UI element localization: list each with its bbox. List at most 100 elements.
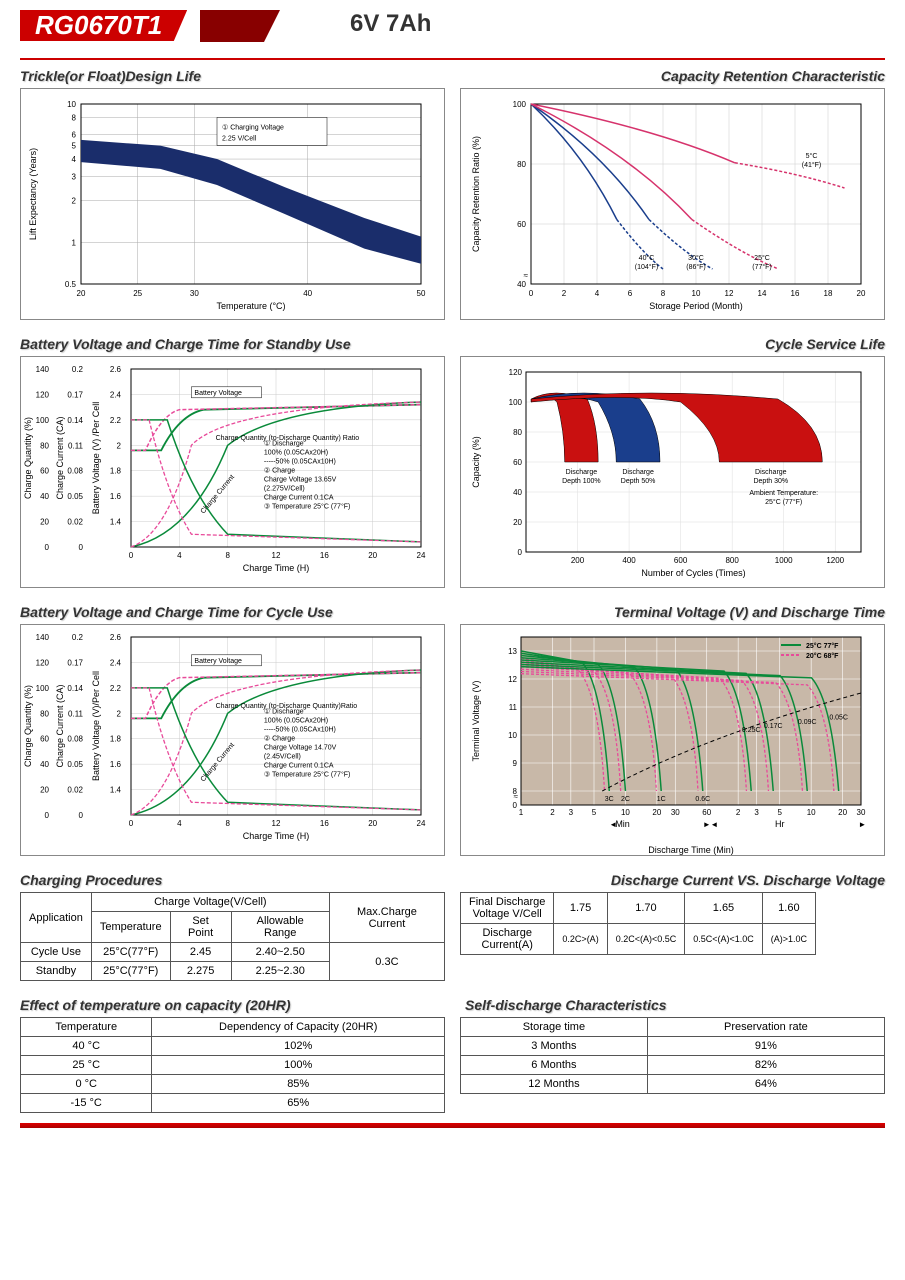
svg-text:Discharge: Discharge [566, 469, 598, 476]
svg-text:4: 4 [595, 289, 600, 298]
chart2-title: Capacity Retention Characteristic [460, 68, 885, 84]
svg-text:30: 30 [857, 808, 866, 817]
svg-text:Number of Cycles (Times): Number of Cycles (Times) [641, 568, 745, 578]
svg-text:4: 4 [72, 155, 77, 164]
svg-text:0.08: 0.08 [67, 467, 83, 476]
svg-text:Charge Voltage 13.65V: Charge Voltage 13.65V [264, 476, 337, 483]
svg-text:Charge Current 0.1CA: Charge Current 0.1CA [264, 494, 334, 501]
svg-text:20: 20 [513, 518, 522, 527]
chart-trickle-life: 20253040500.5123456810Temperature (°C)Li… [20, 88, 445, 320]
svg-text:≈: ≈ [514, 792, 519, 801]
svg-text:20: 20 [40, 518, 49, 527]
svg-text:25°C (77°F): 25°C (77°F) [765, 498, 802, 506]
svg-text:≈: ≈ [524, 271, 529, 280]
svg-text:2.6: 2.6 [110, 633, 122, 642]
svg-text:40: 40 [40, 492, 49, 501]
svg-text:200: 200 [571, 556, 585, 565]
svg-text:Battery Voltage (V)/Per Cell: Battery Voltage (V)/Per Cell [91, 671, 101, 781]
svg-text:40°C: 40°C [639, 254, 655, 262]
svg-text:0.05C: 0.05C [829, 715, 848, 722]
svg-text:2.2: 2.2 [110, 416, 122, 425]
svg-text:Charge Time (H): Charge Time (H) [243, 563, 310, 573]
svg-text:Min: Min [615, 819, 630, 829]
svg-text:0.02: 0.02 [67, 518, 83, 527]
svg-text:1.8: 1.8 [110, 467, 122, 476]
svg-text:0: 0 [79, 543, 84, 552]
svg-text:2.25 V/Cell: 2.25 V/Cell [222, 135, 257, 142]
svg-text:2C: 2C [621, 796, 630, 803]
svg-text:Storage Period (Month): Storage Period (Month) [649, 301, 743, 311]
svg-text:② Charge: ② Charge [264, 734, 295, 742]
svg-text:12: 12 [272, 551, 281, 560]
svg-text:Discharge: Discharge [755, 469, 787, 476]
svg-text:2.4: 2.4 [110, 390, 122, 399]
svg-text:Capacity Retention Ratio (%): Capacity Retention Ratio (%) [471, 136, 481, 252]
svg-text:② Charge: ② Charge [264, 466, 295, 474]
chart6-title: Terminal Voltage (V) and Discharge Time [460, 604, 885, 620]
svg-text:100: 100 [513, 100, 527, 109]
svg-text:0.17: 0.17 [67, 390, 83, 399]
svg-text:1: 1 [72, 238, 77, 247]
svg-text:5: 5 [777, 808, 782, 817]
svg-text:Charge Current: Charge Current [200, 742, 236, 783]
svg-text:12: 12 [272, 819, 281, 828]
svg-text:2: 2 [736, 808, 741, 817]
svg-text:60: 60 [40, 467, 49, 476]
svg-text:0.2: 0.2 [72, 365, 84, 374]
svg-text:1.6: 1.6 [110, 492, 122, 501]
table-self: Storage timePreservation rate3 Months91%… [460, 1017, 885, 1113]
svg-text:0.08: 0.08 [67, 735, 83, 744]
svg-text:1: 1 [519, 808, 524, 817]
svg-text:1.4: 1.4 [110, 786, 122, 795]
svg-text:30°C: 30°C [688, 254, 704, 262]
svg-text:40: 40 [40, 760, 49, 769]
svg-text:60: 60 [513, 458, 522, 467]
svg-text:(2.275V/Cell): (2.275V/Cell) [264, 485, 305, 492]
model-number: RG0670T1 [20, 10, 187, 41]
svg-text:5: 5 [72, 142, 77, 151]
svg-text:Lift Expectancy (Years): Lift Expectancy (Years) [28, 148, 38, 240]
svg-text:Charge Quantity (%): Charge Quantity (%) [23, 417, 33, 499]
svg-text:0: 0 [45, 543, 50, 552]
svg-text:0: 0 [529, 289, 534, 298]
svg-text:6: 6 [72, 131, 77, 140]
table-discharge: Final Discharge Voltage V/Cell1.751.701.… [460, 892, 885, 981]
svg-text:14: 14 [758, 289, 767, 298]
svg-text:0: 0 [129, 819, 134, 828]
svg-text:140: 140 [36, 365, 50, 374]
svg-text:2: 2 [562, 289, 567, 298]
svg-text:100: 100 [36, 416, 50, 425]
svg-text:Depth 100%: Depth 100% [562, 478, 601, 485]
svg-text:1.6: 1.6 [110, 760, 122, 769]
chart-terminal-voltage: 3C2C1C0.6C0.25C0.17C0.09C0.05C1235102030… [460, 624, 885, 856]
svg-text:20: 20 [368, 819, 377, 828]
svg-text:40: 40 [303, 289, 312, 298]
svg-text:0: 0 [513, 801, 518, 810]
svg-text:Depth 50%: Depth 50% [621, 478, 656, 485]
svg-text:Battery Voltage (V) /Per Cell: Battery Voltage (V) /Per Cell [91, 402, 101, 515]
svg-text:12: 12 [508, 675, 517, 684]
svg-text:(104°F): (104°F) [635, 263, 658, 271]
svg-text:◄: ◄ [710, 820, 718, 829]
svg-text:40: 40 [513, 488, 522, 497]
chart-cycle-charge: 02040608010012014000.020.050.080.110.140… [20, 624, 445, 856]
svg-text:Discharge Time (Min): Discharge Time (Min) [648, 845, 734, 855]
svg-text:(86°F): (86°F) [686, 263, 706, 271]
svg-text:60: 60 [702, 808, 711, 817]
svg-text:8: 8 [661, 289, 666, 298]
svg-text:(41°F): (41°F) [802, 161, 822, 169]
svg-text:5: 5 [592, 808, 597, 817]
svg-text:0.5: 0.5 [65, 280, 77, 289]
spec-label: 6V 7Ah [350, 10, 431, 38]
chart-standby-charge: 02040608010012014000.020.050.080.110.140… [20, 356, 445, 588]
svg-text:0.25C: 0.25C [742, 727, 761, 734]
svg-text:2.4: 2.4 [110, 658, 122, 667]
chart1-title: Trickle(or Float)Design Life [20, 68, 445, 84]
svg-text:25°C 77°F: 25°C 77°F [806, 642, 839, 650]
svg-text:60: 60 [40, 735, 49, 744]
svg-text:Hr: Hr [775, 819, 785, 829]
svg-text:Depth 30%: Depth 30% [753, 478, 788, 485]
svg-text:1.8: 1.8 [110, 735, 122, 744]
svg-text:30: 30 [671, 808, 680, 817]
table-discharge-title: Discharge Current VS. Discharge Voltage [460, 872, 885, 888]
